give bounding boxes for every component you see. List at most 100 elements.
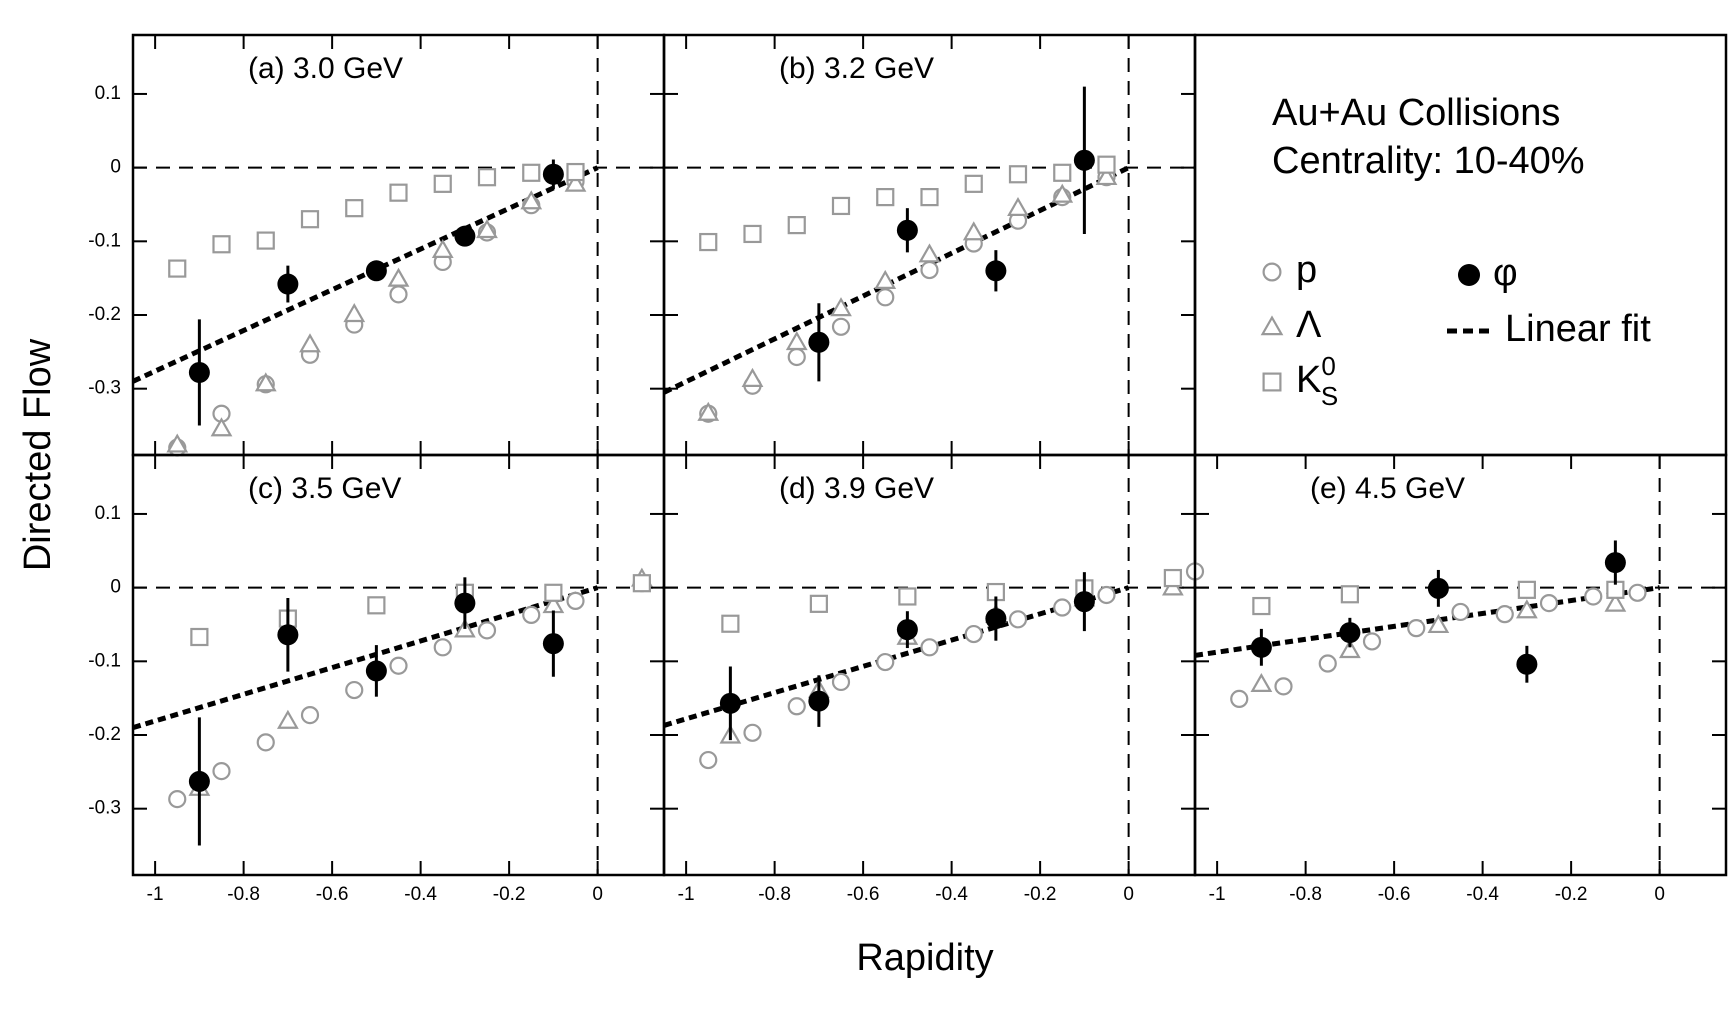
marker-circle	[1628, 583, 1647, 602]
marker-triangle	[1007, 196, 1029, 217]
y-tick-label: 0	[110, 157, 121, 178]
marker-triangle	[210, 417, 233, 437]
marker-dot	[277, 273, 299, 295]
marker-triangle	[1338, 639, 1361, 659]
marker-circle	[1274, 677, 1293, 696]
marker-circle	[300, 706, 320, 725]
marker-square	[787, 216, 806, 235]
marker-triangle	[387, 267, 410, 287]
marker-square	[1252, 596, 1271, 616]
marker-circle	[1362, 632, 1382, 651]
marker-triangle	[476, 219, 498, 239]
marker-square	[1163, 568, 1182, 588]
marker-circle	[345, 680, 364, 700]
y-tick-label: -0.2	[88, 304, 121, 325]
marker-square	[699, 232, 718, 252]
marker-square	[1517, 580, 1536, 599]
y-tick-label: -0.1	[88, 230, 121, 251]
marker-triangle	[520, 190, 543, 210]
x-tick-label: -1	[1209, 884, 1226, 905]
marker-dot	[365, 260, 387, 282]
panel-title: (b) 3.2 GeV	[779, 52, 934, 85]
x-tick-label: 0	[1123, 884, 1134, 905]
marker-square	[1008, 165, 1028, 184]
marker-triangle	[564, 172, 587, 192]
marker-circle	[1539, 594, 1559, 613]
marker-circle	[1407, 619, 1426, 638]
marker-square	[544, 583, 563, 602]
x-tick-label: 0	[592, 884, 603, 905]
marker-square	[632, 574, 651, 593]
marker-circle	[787, 347, 806, 367]
marker-square	[300, 210, 320, 229]
legend-label: Λ	[1296, 304, 1322, 346]
marker-circle	[1262, 262, 1282, 282]
marker-square	[190, 627, 209, 647]
marker-dot	[985, 608, 1007, 630]
marker-triangle	[830, 297, 852, 317]
x-tick-label: -0.8	[1289, 884, 1322, 905]
marker-circle	[831, 672, 851, 692]
legend-label: φ	[1493, 252, 1518, 294]
marker-dot	[365, 660, 387, 682]
marker-square	[920, 188, 939, 207]
marker-dot	[277, 624, 299, 646]
marker-circle	[256, 733, 275, 752]
annotation: Centrality: 10-40%	[1272, 140, 1585, 182]
marker-dot	[1516, 653, 1538, 675]
marker-triangle	[299, 333, 321, 353]
marker-circle	[920, 638, 939, 657]
marker-circle	[964, 624, 983, 644]
y-axis-label: Directed Flow	[17, 338, 59, 571]
x-tick-label: -0.6	[316, 884, 349, 905]
panel-title: (a) 3.0 GeV	[248, 52, 403, 85]
marker-triangle	[874, 269, 897, 289]
marker-dot	[1457, 263, 1481, 287]
fit-line	[662, 165, 1130, 395]
panel-title: (d) 3.9 GeV	[779, 472, 934, 505]
y-tick-label: -0.1	[88, 650, 121, 671]
y-tick-label: 0.1	[95, 503, 121, 524]
marker-square	[566, 162, 585, 182]
marker-circle	[433, 638, 452, 657]
marker-circle	[699, 750, 718, 770]
y-tick-label: -0.3	[88, 798, 121, 819]
marker-dot	[188, 361, 210, 383]
marker-square	[964, 174, 983, 193]
marker-circle	[1451, 602, 1470, 622]
fit-line	[1194, 585, 1660, 658]
fit-line	[131, 165, 599, 384]
y-tick-label: 0	[110, 577, 121, 598]
x-tick-label: -0.2	[1024, 884, 1057, 905]
marker-dot	[1073, 591, 1095, 613]
marker-triangle	[1427, 613, 1450, 634]
marker-circle	[920, 260, 939, 280]
marker-circle	[876, 652, 895, 672]
marker-dot	[1073, 149, 1095, 171]
x-axis-label: Rapidity	[856, 937, 993, 979]
marker-square	[212, 235, 231, 254]
marker-circle	[876, 288, 895, 307]
panel-frame	[1193, 453, 1728, 877]
marker-circle	[743, 723, 762, 742]
x-tick-label: -0.4	[404, 884, 437, 905]
legend-label: K0 S	[1296, 351, 1338, 411]
marker-dot	[808, 690, 830, 712]
panel-title: (e) 4.5 GeV	[1310, 472, 1465, 505]
fit-line	[663, 585, 1130, 728]
marker-dot	[542, 633, 564, 655]
marker-dot	[985, 260, 1007, 282]
marker-dot	[719, 692, 741, 714]
marker-triangle	[1051, 183, 1074, 203]
legend-sub: S	[1321, 381, 1338, 411]
marker-dot	[542, 163, 564, 185]
marker-triangle	[166, 433, 189, 453]
marker-triangle	[1604, 592, 1627, 612]
marker-triangle	[343, 303, 366, 323]
x-tick-label: 0	[1654, 884, 1665, 905]
legend-name: Λ	[1296, 304, 1322, 346]
marker-square	[1053, 163, 1072, 182]
marker-circle	[1097, 585, 1116, 605]
legend-name: Linear fit	[1505, 308, 1651, 350]
